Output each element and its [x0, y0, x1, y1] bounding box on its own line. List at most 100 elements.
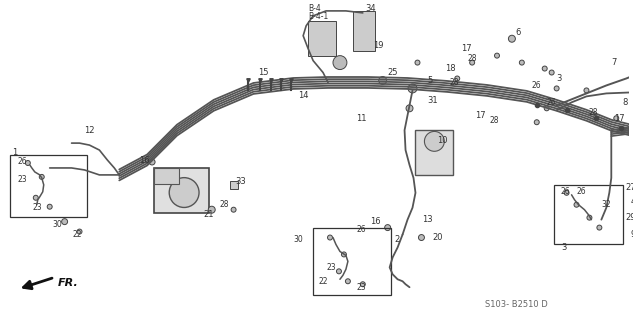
Circle shape	[415, 60, 420, 65]
Text: 3: 3	[556, 74, 562, 83]
Text: 26: 26	[18, 157, 27, 166]
Circle shape	[597, 225, 602, 230]
Text: 30: 30	[294, 235, 303, 244]
Circle shape	[549, 70, 554, 75]
Text: 11: 11	[356, 114, 367, 123]
Text: FR.: FR.	[58, 278, 78, 288]
Text: 31: 31	[427, 96, 438, 105]
Circle shape	[425, 132, 444, 151]
Text: 23: 23	[32, 203, 42, 212]
Text: 6: 6	[515, 28, 520, 37]
Text: 28: 28	[468, 54, 477, 63]
Text: 17: 17	[613, 114, 624, 123]
Circle shape	[39, 174, 44, 180]
Text: 28: 28	[219, 200, 229, 209]
Circle shape	[519, 60, 524, 65]
Circle shape	[470, 60, 475, 65]
Circle shape	[454, 76, 460, 81]
Text: 13: 13	[422, 215, 432, 224]
Circle shape	[34, 195, 38, 200]
Circle shape	[360, 282, 365, 287]
Circle shape	[544, 106, 549, 111]
Circle shape	[584, 88, 589, 93]
Text: 26: 26	[532, 81, 542, 90]
Circle shape	[327, 235, 332, 240]
Text: 26: 26	[577, 187, 586, 196]
Text: 12: 12	[84, 126, 95, 135]
Bar	[313, 228, 391, 295]
Text: 32: 32	[601, 200, 611, 209]
Text: 23: 23	[356, 283, 366, 292]
Text: 22: 22	[318, 277, 328, 286]
Bar	[353, 11, 375, 51]
Text: 2: 2	[394, 235, 400, 244]
Text: 19: 19	[373, 41, 383, 50]
Text: 22: 22	[73, 230, 82, 239]
Text: B-4: B-4	[308, 4, 321, 13]
Bar	[230, 181, 237, 189]
Text: 4: 4	[631, 197, 633, 206]
Text: S103- B2510 D: S103- B2510 D	[486, 300, 548, 308]
Text: 18: 18	[444, 64, 455, 73]
Text: 1: 1	[12, 148, 17, 156]
Circle shape	[554, 86, 559, 91]
Text: 20: 20	[432, 233, 443, 242]
Text: 15: 15	[258, 68, 268, 77]
Circle shape	[231, 207, 236, 212]
Text: 28: 28	[449, 78, 459, 87]
Text: 17: 17	[461, 44, 472, 53]
Bar	[154, 168, 209, 213]
Text: 28: 28	[489, 116, 499, 125]
Circle shape	[574, 202, 579, 207]
Circle shape	[418, 235, 425, 241]
Circle shape	[494, 53, 499, 58]
Text: 10: 10	[437, 136, 448, 145]
Text: 8: 8	[623, 98, 628, 107]
Text: 7: 7	[611, 58, 617, 67]
Circle shape	[61, 219, 68, 225]
Text: 23: 23	[18, 175, 27, 184]
Text: 21: 21	[203, 210, 214, 219]
Circle shape	[149, 159, 155, 165]
Text: 26: 26	[356, 225, 366, 234]
Circle shape	[341, 252, 346, 257]
Text: 33: 33	[235, 177, 246, 186]
Text: 30: 30	[53, 220, 63, 229]
Bar	[154, 168, 179, 184]
Bar	[554, 185, 624, 244]
Circle shape	[346, 279, 351, 284]
Circle shape	[508, 35, 515, 42]
Text: 26: 26	[561, 187, 570, 196]
Bar	[308, 21, 336, 56]
Text: 3: 3	[561, 243, 567, 252]
Circle shape	[614, 116, 618, 121]
Circle shape	[47, 204, 52, 209]
Text: 17: 17	[475, 111, 486, 120]
Text: 29: 29	[625, 213, 633, 222]
Text: 14: 14	[298, 91, 309, 100]
Text: 27: 27	[625, 183, 633, 192]
Text: B-4-1: B-4-1	[308, 12, 329, 21]
Text: 9: 9	[631, 230, 633, 239]
Circle shape	[542, 66, 547, 71]
Text: 25: 25	[387, 68, 398, 77]
Circle shape	[208, 206, 215, 213]
Circle shape	[564, 190, 569, 195]
Text: 34: 34	[366, 4, 377, 13]
Circle shape	[385, 225, 391, 231]
Circle shape	[406, 105, 413, 112]
Text: 23: 23	[326, 263, 336, 272]
Circle shape	[408, 84, 417, 93]
Circle shape	[337, 269, 341, 274]
Text: 26: 26	[547, 98, 556, 107]
Circle shape	[587, 215, 592, 220]
Bar	[10, 155, 87, 217]
Circle shape	[77, 229, 82, 234]
Text: 5: 5	[427, 76, 433, 85]
Bar	[415, 130, 453, 175]
Circle shape	[534, 120, 539, 125]
Circle shape	[379, 76, 387, 84]
Text: 28: 28	[589, 108, 598, 117]
Text: 16: 16	[139, 156, 150, 164]
Circle shape	[333, 56, 347, 69]
